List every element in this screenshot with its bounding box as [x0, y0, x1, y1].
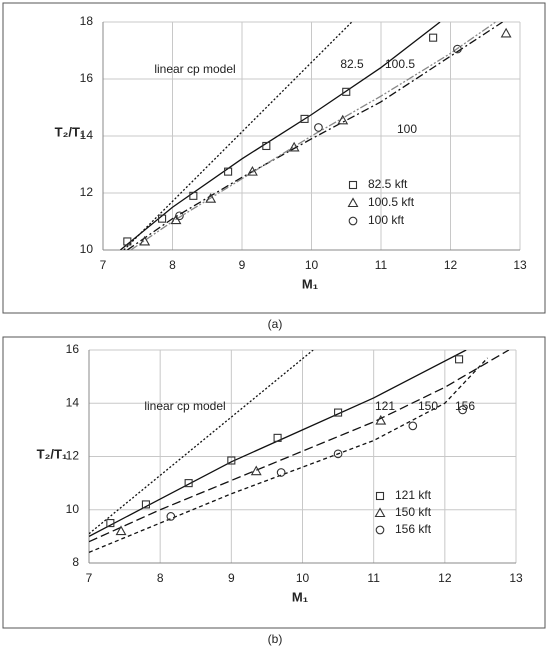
- panel-label: (a): [268, 317, 283, 331]
- marker-square: [123, 237, 132, 246]
- marker-square: [227, 456, 236, 465]
- y-tick-label: 12: [66, 449, 80, 463]
- x-tick-label: 9: [239, 258, 246, 272]
- marker-triangle: [374, 507, 386, 518]
- annotation: 150: [418, 399, 438, 413]
- y-tick-label: 14: [66, 395, 80, 409]
- model-line: [89, 357, 489, 553]
- marker-square: [342, 87, 351, 96]
- x-tick-label: 7: [86, 571, 93, 585]
- x-tick-label: 11: [375, 258, 388, 272]
- marker-square: [262, 141, 271, 151]
- marker-triangle: [250, 465, 262, 476]
- y-tick-label: 16: [66, 342, 80, 356]
- model-line: [89, 350, 467, 537]
- panel-label: (b): [268, 632, 283, 646]
- legend-label: 82.5 kft: [368, 177, 408, 191]
- marker-square: [189, 191, 198, 200]
- annotation: 121: [375, 399, 395, 413]
- marker-circle: [166, 512, 176, 521]
- x-tick-label: 11: [367, 571, 380, 585]
- y-tick-label: 8: [72, 555, 79, 569]
- annotation: 100.5: [385, 57, 415, 71]
- marker-triangle: [139, 235, 151, 246]
- marker-square: [106, 519, 115, 528]
- model-line: [119, 22, 441, 250]
- y-axis-label: T₂/T₁: [37, 446, 68, 461]
- marker-triangle: [347, 197, 359, 208]
- marker-square: [429, 33, 438, 42]
- marker-triangle: [115, 525, 127, 536]
- annotation: linear cp model: [154, 62, 235, 76]
- marker-square: [184, 479, 193, 488]
- annotation: 82.5: [340, 57, 364, 71]
- legend-label: 100 kft: [368, 213, 405, 227]
- marker-square: [455, 355, 464, 364]
- x-tick-label: 10: [296, 571, 310, 585]
- x-tick-label: 9: [228, 571, 235, 585]
- y-axis-label: T₂/T₁: [55, 124, 86, 139]
- marker-circle: [348, 216, 358, 226]
- marker-circle: [375, 525, 385, 535]
- annotation: 100: [397, 122, 417, 136]
- marker-triangle: [205, 193, 217, 203]
- y-tick-label: 16: [80, 71, 94, 85]
- legend-label: 100.5 kft: [368, 195, 415, 209]
- model-line: [89, 350, 510, 543]
- x-tick-label: 12: [438, 571, 452, 585]
- legend-label: 121 kft: [395, 488, 432, 502]
- model-line: [126, 22, 503, 250]
- panel-frame: [2, 336, 546, 629]
- panel-frame: [2, 2, 546, 314]
- y-tick-label: 12: [80, 185, 94, 199]
- marker-triangle: [246, 166, 258, 176]
- marker-square: [334, 408, 343, 417]
- marker-triangle: [500, 27, 512, 38]
- marker-circle: [458, 405, 467, 415]
- y-tick-label: 18: [80, 14, 94, 28]
- marker-square: [348, 180, 358, 190]
- marker-circle: [314, 123, 323, 132]
- marker-triangle: [288, 141, 300, 152]
- marker-circle: [175, 211, 184, 221]
- marker-square: [158, 214, 167, 223]
- model-line: [123, 22, 353, 250]
- x-tick-label: 8: [157, 571, 164, 585]
- marker-square: [224, 167, 233, 176]
- x-tick-label: 7: [100, 258, 107, 272]
- y-tick-label: 10: [66, 502, 80, 516]
- marker-triangle: [337, 114, 349, 125]
- legend-label: 156 kft: [395, 522, 432, 536]
- x-axis-label: M₁: [292, 589, 308, 604]
- x-tick-label: 12: [444, 258, 458, 272]
- x-tick-label: 13: [509, 571, 523, 585]
- marker-circle: [333, 449, 343, 459]
- x-tick-label: 13: [513, 258, 527, 272]
- x-tick-label: 10: [305, 258, 319, 272]
- annotation: 156: [455, 399, 475, 413]
- marker-circle: [276, 468, 286, 477]
- marker-square: [300, 114, 309, 123]
- model-line: [89, 350, 314, 535]
- marker-circle: [408, 421, 418, 431]
- annotation: linear cp model: [144, 399, 225, 413]
- y-tick-label: 14: [80, 128, 94, 142]
- y-tick-label: 10: [80, 242, 94, 256]
- marker-square: [375, 491, 385, 501]
- marker-square: [273, 433, 282, 442]
- x-axis-label: M₁: [302, 276, 318, 291]
- marker-square: [141, 500, 150, 509]
- marker-circle: [453, 44, 462, 54]
- marker-triangle: [375, 414, 387, 425]
- x-tick-label: 8: [169, 258, 176, 272]
- legend-label: 150 kft: [395, 505, 432, 519]
